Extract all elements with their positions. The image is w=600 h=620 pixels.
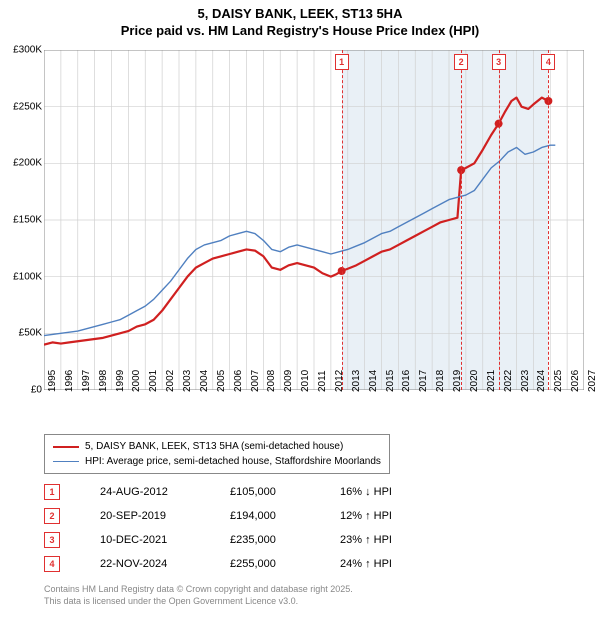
legend-label: 5, DAISY BANK, LEEK, ST13 5HA (semi-deta… bbox=[85, 439, 343, 454]
x-tick-label: 1998 bbox=[98, 370, 109, 392]
x-tick-label: 2003 bbox=[182, 370, 193, 392]
transaction-row-marker: 2 bbox=[44, 508, 60, 524]
x-tick-label: 2024 bbox=[536, 370, 547, 392]
legend-swatch bbox=[53, 446, 79, 448]
x-tick-label: 2011 bbox=[317, 370, 328, 392]
transaction-delta: 24% ↑ HPI bbox=[340, 558, 440, 570]
legend-label: HPI: Average price, semi-detached house,… bbox=[85, 454, 381, 469]
transaction-row: 4 22-NOV-2024£255,00024% ↑ HPI bbox=[44, 552, 440, 576]
x-tick-label: 2017 bbox=[418, 370, 429, 392]
x-tick-label: 2005 bbox=[216, 370, 227, 392]
footer: Contains HM Land Registry data © Crown c… bbox=[44, 584, 353, 607]
transaction-row: 3 10-DEC-2021£235,00023% ↑ HPI bbox=[44, 528, 440, 552]
x-tick-label: 1995 bbox=[47, 370, 58, 392]
transaction-delta: 16% ↓ HPI bbox=[340, 486, 440, 498]
series-hpi bbox=[44, 145, 555, 335]
x-tick-label: 2023 bbox=[520, 370, 531, 392]
transaction-marker: 2 bbox=[454, 54, 468, 70]
transaction-row-marker: 3 bbox=[44, 532, 60, 548]
transaction-row-marker: 1 bbox=[44, 484, 60, 500]
x-tick-label: 2007 bbox=[250, 370, 261, 392]
x-tick-label: 2021 bbox=[486, 370, 497, 392]
transaction-row: 2 20-SEP-2019£194,00012% ↑ HPI bbox=[44, 504, 440, 528]
x-tick-label: 1997 bbox=[81, 370, 92, 392]
transaction-date: 24-AUG-2012 bbox=[100, 486, 230, 498]
y-tick-label: £150K bbox=[13, 215, 42, 226]
x-tick-label: 2001 bbox=[148, 370, 159, 392]
x-tick-label: 2009 bbox=[283, 370, 294, 392]
chart-svg bbox=[44, 50, 584, 390]
transaction-vline bbox=[499, 50, 500, 390]
footer-line-1: Contains HM Land Registry data © Crown c… bbox=[44, 584, 353, 596]
y-tick-label: £250K bbox=[13, 101, 42, 112]
transaction-delta: 23% ↑ HPI bbox=[340, 534, 440, 546]
legend: 5, DAISY BANK, LEEK, ST13 5HA (semi-deta… bbox=[44, 434, 390, 474]
x-tick-label: 2010 bbox=[300, 370, 311, 392]
x-tick-label: 2019 bbox=[452, 370, 463, 392]
y-tick-label: £0 bbox=[31, 385, 42, 396]
x-tick-label: 2008 bbox=[266, 370, 277, 392]
transaction-row: 1 24-AUG-2012£105,00016% ↓ HPI bbox=[44, 480, 440, 504]
transaction-date: 22-NOV-2024 bbox=[100, 558, 230, 570]
legend-item: 5, DAISY BANK, LEEK, ST13 5HA (semi-deta… bbox=[53, 439, 381, 454]
transaction-vline bbox=[548, 50, 549, 390]
x-tick-label: 2020 bbox=[469, 370, 480, 392]
x-tick-label: 2006 bbox=[233, 370, 244, 392]
x-tick-label: 2012 bbox=[334, 370, 345, 392]
transaction-row-marker: 4 bbox=[44, 556, 60, 572]
transaction-price: £235,000 bbox=[230, 534, 340, 546]
footer-line-2: This data is licensed under the Open Gov… bbox=[44, 596, 353, 608]
x-tick-label: 2018 bbox=[435, 370, 446, 392]
x-tick-label: 2016 bbox=[401, 370, 412, 392]
x-tick-label: 2013 bbox=[351, 370, 362, 392]
y-tick-label: £50K bbox=[19, 328, 42, 339]
transaction-marker: 1 bbox=[335, 54, 349, 70]
y-tick-label: £100K bbox=[13, 271, 42, 282]
x-tick-label: 2026 bbox=[570, 370, 581, 392]
x-tick-label: 2025 bbox=[553, 370, 564, 392]
chart-area: 1234£0£50K£100K£150K£200K£250K£300K19951… bbox=[44, 50, 584, 390]
transaction-price: £255,000 bbox=[230, 558, 340, 570]
x-tick-label: 2004 bbox=[199, 370, 210, 392]
transaction-vline bbox=[342, 50, 343, 390]
x-tick-label: 2022 bbox=[503, 370, 514, 392]
x-tick-label: 2015 bbox=[385, 370, 396, 392]
legend-swatch bbox=[53, 461, 79, 462]
series-price_paid bbox=[44, 98, 548, 345]
y-tick-label: £300K bbox=[13, 45, 42, 56]
x-tick-label: 2000 bbox=[131, 370, 142, 392]
x-tick-label: 1999 bbox=[115, 370, 126, 392]
x-tick-label: 2002 bbox=[165, 370, 176, 392]
title-line-2: Price paid vs. HM Land Registry's House … bbox=[0, 23, 600, 40]
transaction-marker: 4 bbox=[541, 54, 555, 70]
transaction-price: £194,000 bbox=[230, 510, 340, 522]
title-line-1: 5, DAISY BANK, LEEK, ST13 5HA bbox=[0, 6, 600, 23]
legend-item: HPI: Average price, semi-detached house,… bbox=[53, 454, 381, 469]
transaction-vline bbox=[461, 50, 462, 390]
transaction-date: 20-SEP-2019 bbox=[100, 510, 230, 522]
transaction-price: £105,000 bbox=[230, 486, 340, 498]
transactions-table: 1 24-AUG-2012£105,00016% ↓ HPI 2 20-SEP-201… bbox=[44, 480, 440, 576]
transaction-date: 10-DEC-2021 bbox=[100, 534, 230, 546]
x-tick-label: 2014 bbox=[368, 370, 379, 392]
transaction-delta: 12% ↑ HPI bbox=[340, 510, 440, 522]
y-tick-label: £200K bbox=[13, 158, 42, 169]
transaction-marker: 3 bbox=[492, 54, 506, 70]
x-tick-label: 1996 bbox=[64, 370, 75, 392]
x-tick-label: 2027 bbox=[587, 370, 598, 392]
chart-title-block: 5, DAISY BANK, LEEK, ST13 5HA Price paid… bbox=[0, 0, 600, 40]
